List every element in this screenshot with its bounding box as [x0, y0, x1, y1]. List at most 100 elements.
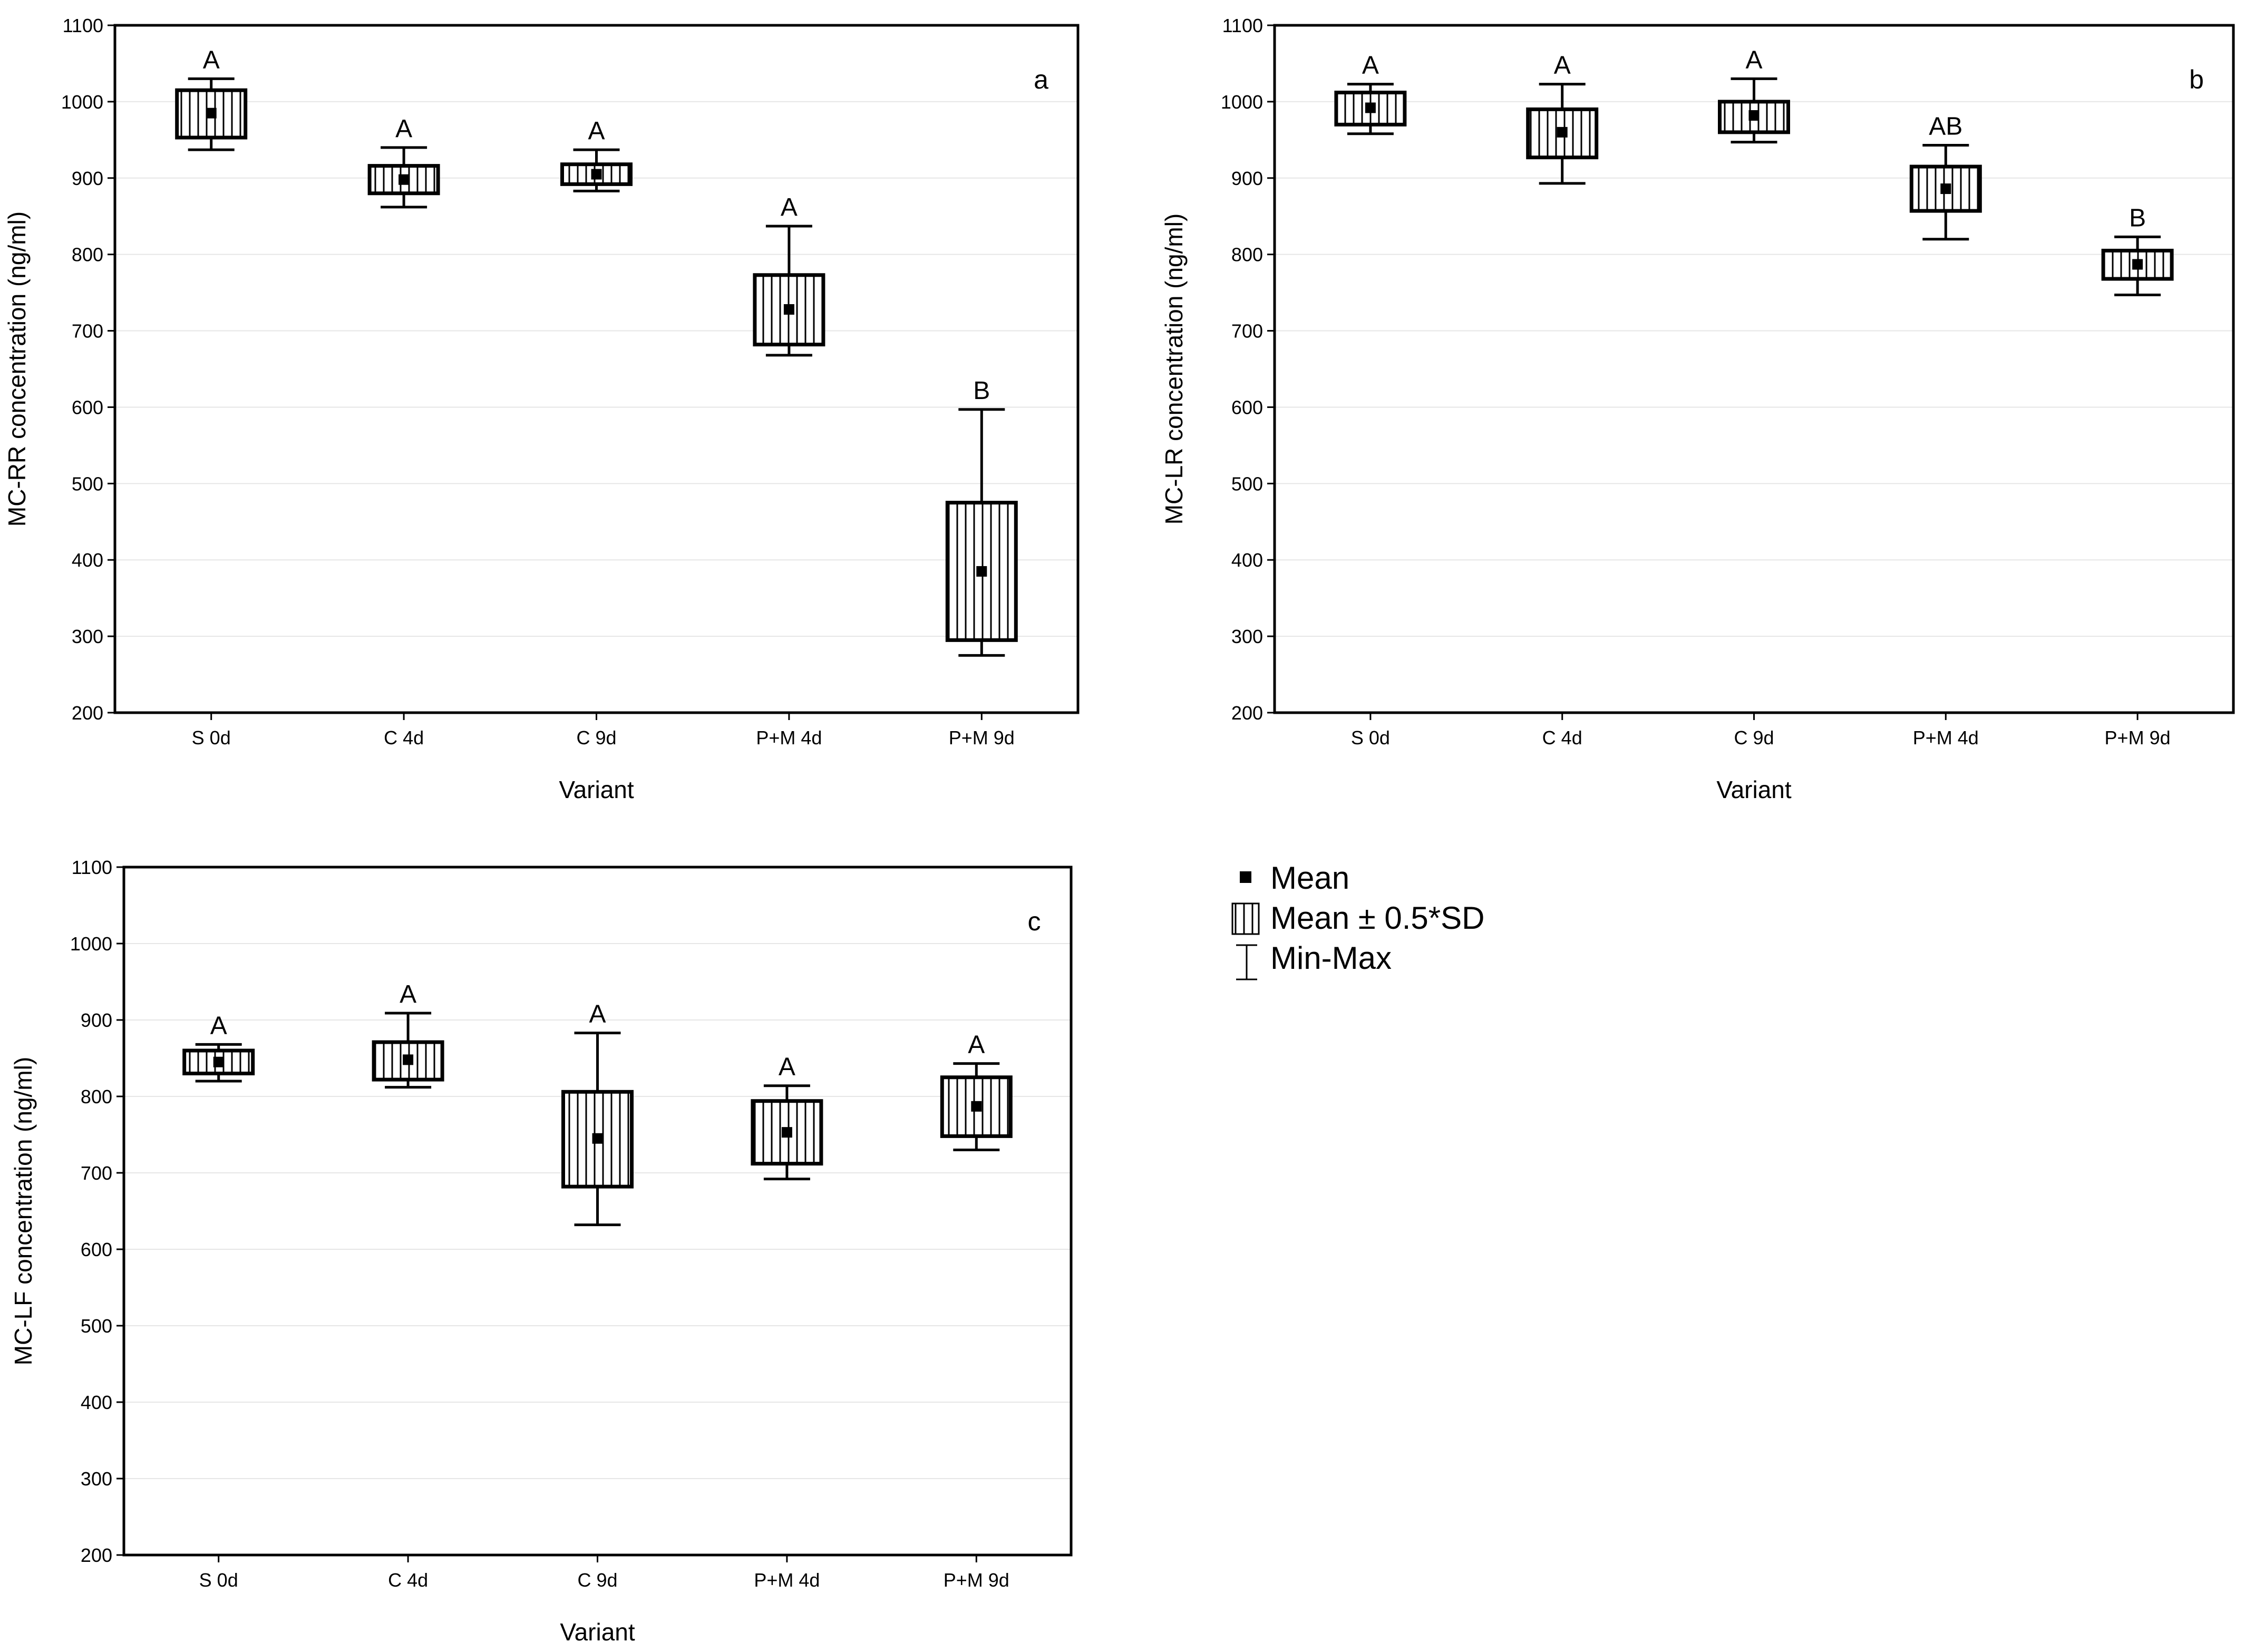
y-tick-label: 600	[81, 1239, 112, 1260]
legend-mean-label: Mean	[1270, 860, 1349, 896]
y-tick-label: 300	[81, 1468, 112, 1490]
x-tick-label: P+M 4d	[754, 1569, 820, 1591]
group-letter: B	[973, 377, 990, 405]
mean-marker	[403, 1054, 414, 1065]
box-p-m-9d: B	[2101, 204, 2174, 296]
x-tick-label: P+M 9d	[944, 1569, 1009, 1591]
x-tick-label: C 9d	[1734, 727, 1774, 749]
box-c-9d: A	[561, 1000, 634, 1227]
x-tick-label: P+M 4d	[1913, 727, 1979, 749]
y-tick-label: 300	[72, 626, 103, 647]
x-tick-label: C 9d	[576, 727, 616, 749]
box-p-m-4d: AB	[1909, 112, 1982, 241]
panel-letter: c	[1028, 907, 1041, 936]
y-axis-title: MC-LF concentration (ng/ml)	[9, 1057, 37, 1365]
box-s-0d: A	[182, 1012, 255, 1083]
mean-marker	[1940, 183, 1951, 195]
mean-marker	[1557, 127, 1568, 138]
group-letter: B	[2129, 204, 2146, 232]
x-axis-title: Variant	[1716, 776, 1792, 803]
mean-marker	[1748, 110, 1760, 121]
group-letter: A	[400, 980, 416, 1008]
y-tick-label: 1100	[63, 15, 103, 36]
x-tick-label: C 4d	[1542, 727, 1582, 749]
group-letter: A	[1362, 52, 1379, 80]
y-tick-label: 800	[72, 244, 103, 266]
mean-marker	[591, 169, 602, 180]
y-tick-label: 500	[72, 473, 103, 494]
x-axis-title: Variant	[559, 776, 634, 803]
y-tick-label: 900	[81, 1009, 112, 1031]
box-c-4d: A	[1526, 52, 1599, 185]
group-letter: A	[1554, 52, 1571, 80]
y-tick-label: 1000	[1221, 91, 1263, 113]
y-tick-label: 400	[81, 1392, 112, 1413]
sd-box	[2101, 248, 2174, 281]
y-tick-label: 700	[1231, 320, 1263, 342]
x-tick-label: S 0d	[199, 1569, 238, 1591]
box-c-9d: A	[1718, 46, 1790, 144]
box-p-m-4d: A	[751, 1053, 823, 1181]
box-s-0d: A	[1334, 52, 1407, 135]
mean-marker	[399, 174, 410, 185]
box-c-9d: A	[560, 117, 633, 192]
group-letter: A	[779, 1053, 795, 1081]
legend: Mean Mean ± 0.5*SD Min-Max	[1231, 860, 1484, 980]
y-tick-label: 200	[1231, 702, 1263, 724]
box-c-4d: A	[372, 980, 444, 1089]
x-tick-label: C 4d	[384, 727, 424, 749]
x-tick-label: P+M 9d	[2105, 727, 2171, 749]
y-tick-label: 300	[1231, 626, 1263, 647]
group-letter: A	[203, 46, 220, 74]
y-axis-title: MC-LR concentration (ng/ml)	[1160, 213, 1188, 525]
mean-marker	[2132, 259, 2143, 270]
group-letter: A	[210, 1012, 227, 1039]
x-axis-title: Variant	[560, 1618, 635, 1646]
legend-mean-marker	[1240, 871, 1251, 883]
mean-marker	[206, 108, 217, 119]
group-letter: A	[588, 117, 605, 145]
group-letter: A	[1745, 46, 1762, 74]
group-letter: A	[968, 1031, 985, 1059]
group-letter: A	[781, 193, 798, 221]
x-tick-label: S 0d	[192, 727, 231, 749]
x-tick-label: S 0d	[1351, 727, 1390, 749]
y-axis-title: MC-RR concentration (ng/ml)	[3, 211, 31, 527]
sd-box	[175, 88, 248, 140]
legend-box-swatch	[1231, 902, 1260, 935]
chart-panel-c: 200 300 400 500 600 700 800 900 1000 1100 S 0d C 4d…	[9, 857, 1073, 1646]
y-tick-label: 200	[72, 702, 103, 724]
y-tick-label: 900	[1231, 168, 1263, 189]
mean-marker	[1365, 102, 1376, 113]
group-letter: A	[589, 1000, 606, 1028]
mean-marker	[592, 1133, 603, 1144]
y-tick-label: 1000	[61, 91, 103, 113]
y-tick-label: 1100	[1222, 15, 1263, 36]
mean-marker	[781, 1127, 792, 1138]
sd-box	[372, 1040, 444, 1082]
panel-letter: a	[1034, 65, 1048, 94]
y-tick-label: 400	[72, 549, 103, 571]
y-tick-label: 500	[1231, 473, 1263, 494]
x-tick-label: P+M 4d	[756, 727, 822, 749]
y-tick-label: 500	[81, 1315, 112, 1337]
x-tick-label: C 4d	[388, 1569, 428, 1591]
y-tick-label: 900	[72, 168, 103, 189]
y-tick-label: 400	[1231, 549, 1263, 571]
chart-panel-b: 200 300 400 500 600 700 800 900 1000 1100 S 0d C 4d…	[1160, 15, 2235, 803]
legend-whisker-symbol	[1236, 944, 1257, 980]
y-tick-label: 600	[72, 396, 103, 418]
y-tick-label: 700	[72, 320, 103, 342]
box-p-m-4d: A	[753, 193, 825, 357]
x-tick-label: C 9d	[577, 1569, 617, 1591]
mean-marker	[971, 1101, 982, 1112]
box-s-0d: A	[175, 46, 248, 151]
y-tick-label: 200	[81, 1544, 112, 1566]
mean-marker	[213, 1056, 224, 1067]
panel-letter: b	[2189, 65, 2204, 94]
legend-whisker-label: Min-Max	[1270, 940, 1392, 976]
legend-box-label: Mean ± 0.5*SD	[1270, 900, 1484, 936]
group-letter: A	[395, 115, 412, 143]
box-c-4d: A	[367, 115, 440, 209]
